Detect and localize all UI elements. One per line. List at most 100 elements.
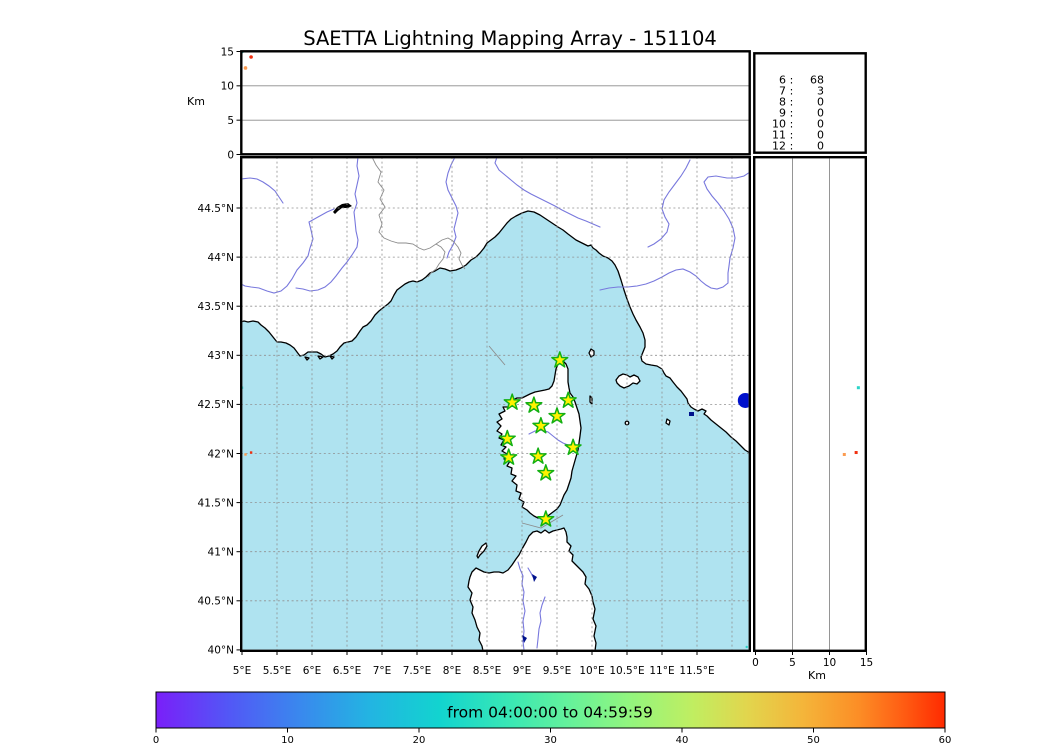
source-point bbox=[249, 451, 253, 454]
source-point bbox=[244, 453, 247, 456]
source-point bbox=[856, 386, 860, 390]
source-point bbox=[249, 55, 253, 59]
strait-line bbox=[521, 514, 564, 529]
page-title: SAETTA Lightning Mapping Array - 151104 bbox=[303, 27, 717, 50]
river bbox=[536, 596, 546, 649]
hyeres-island bbox=[304, 356, 310, 361]
altitude-axis-label: Km bbox=[187, 95, 205, 108]
elba-island bbox=[615, 373, 641, 389]
map-markers bbox=[242, 351, 749, 649]
river bbox=[599, 268, 729, 291]
longitude-tick-label: 11.5°E bbox=[679, 665, 714, 677]
latitude-tick-label: 41°N bbox=[208, 547, 234, 559]
longitude-tick-label: 9.5°E bbox=[543, 665, 572, 677]
hyeres-island bbox=[329, 355, 335, 360]
count-hour: 7 bbox=[779, 85, 786, 98]
colorbar-gradient bbox=[155, 691, 946, 729]
latitude-tick-label: 40°N bbox=[208, 645, 234, 657]
count-value: 0 bbox=[817, 140, 824, 153]
station-star-icon bbox=[564, 438, 582, 456]
altitude-axis-label: Km bbox=[808, 669, 826, 682]
count-hour: 8 bbox=[779, 96, 786, 109]
altitude-source-points bbox=[842, 386, 860, 456]
longitude-tick-label: 10°E bbox=[579, 665, 604, 677]
river bbox=[295, 158, 360, 292]
altitude-tick-label: 10 bbox=[823, 657, 836, 669]
latitude-tick-label: 41.5°N bbox=[198, 497, 234, 509]
asinara-island bbox=[476, 542, 488, 559]
colorbar-tick-label: 50 bbox=[807, 735, 820, 746]
longitude-tick-label: 7.5°E bbox=[403, 665, 432, 677]
altitude-panel-ticks: 15 10 5 0 bbox=[221, 46, 241, 161]
colorbar-tick-label: 0 bbox=[153, 735, 159, 746]
altitude-tick-label: 0 bbox=[752, 657, 759, 669]
river bbox=[703, 172, 749, 274]
river bbox=[494, 158, 601, 228]
giglio-island bbox=[665, 418, 671, 426]
count-hour: 12 bbox=[772, 140, 786, 153]
count-hour: 6 bbox=[779, 74, 786, 87]
longitude-tick-label: 5.5°E bbox=[263, 665, 292, 677]
latitude-tick-label: 42°N bbox=[208, 448, 234, 460]
longitude-tick-label: 8°E bbox=[443, 665, 462, 677]
count-separator: : bbox=[790, 96, 794, 109]
count-separator: : bbox=[790, 107, 794, 120]
station-star-icon bbox=[537, 464, 555, 481]
river bbox=[242, 177, 284, 204]
altitude-gridlines bbox=[792, 158, 830, 650]
source-point bbox=[745, 645, 748, 649]
river bbox=[527, 567, 534, 578]
altitude-panel-frame bbox=[240, 50, 751, 156]
map-axis-ticks: 5°E 5.5°E 6°E 6.5°E 7°E 7.5°E 8°E 8.5°E 9°E 9.5°E… bbox=[198, 203, 715, 677]
count-separator: : bbox=[790, 129, 794, 142]
blue-marker bbox=[737, 392, 749, 408]
altitude-tick-label: 5 bbox=[789, 657, 796, 669]
counts-rows: 6: 68 7: 3 8: 0 9: 0 10: 0 11: 0 12: 0 bbox=[772, 74, 824, 153]
station-star-icon bbox=[500, 448, 518, 465]
latitude-tick-label: 43°N bbox=[208, 350, 234, 362]
count-separator: : bbox=[790, 85, 794, 98]
longitude-tick-label: 5°E bbox=[233, 665, 252, 677]
colorbar-tick-label: 60 bbox=[939, 735, 952, 746]
station-star-icon bbox=[551, 351, 569, 368]
latitude-tick-label: 44°N bbox=[208, 252, 234, 264]
hyeres-island bbox=[317, 355, 324, 360]
longitude-tick-label: 9°E bbox=[513, 665, 532, 677]
altitude-tick-label: 0 bbox=[227, 149, 234, 161]
station-star-icon bbox=[548, 407, 566, 424]
map-gridlines bbox=[242, 158, 749, 650]
altitude-source-points bbox=[242, 52, 253, 70]
lake bbox=[532, 574, 537, 582]
longitude-tick-label: 11°E bbox=[649, 665, 674, 677]
colorbar-tick-label: 40 bbox=[676, 735, 689, 746]
latitude-tick-label: 44.5°N bbox=[198, 203, 234, 215]
station-star-icon bbox=[532, 416, 550, 434]
sea-line bbox=[488, 345, 506, 366]
mainland-coastline bbox=[242, 158, 749, 453]
altitude-tick-label: 15 bbox=[860, 657, 873, 669]
time-colorbar: from 04:00:00 to 04:59:59 0 10 20 30 40 50 60 bbox=[153, 691, 952, 746]
region-border-line bbox=[435, 237, 466, 270]
source-point bbox=[842, 452, 846, 456]
latitude-tick-label: 43.5°N bbox=[198, 301, 234, 313]
lagoon bbox=[689, 412, 694, 416]
count-value: 0 bbox=[817, 118, 824, 131]
count-hour: 9 bbox=[779, 107, 786, 120]
right-panel-ticks: 0 5 10 15 bbox=[752, 651, 873, 669]
map-frame bbox=[239, 155, 752, 653]
colorbar-tick-label: 10 bbox=[281, 735, 294, 746]
station-star-icon bbox=[529, 447, 547, 464]
count-separator: : bbox=[790, 118, 794, 131]
altitude-tick-label: 15 bbox=[221, 46, 234, 58]
longitude-tick-label: 6.5°E bbox=[333, 665, 362, 677]
longitude-tick-label: 7°E bbox=[373, 665, 392, 677]
source-point bbox=[854, 451, 858, 455]
count-separator: : bbox=[790, 74, 794, 87]
longitude-tick-label: 8.5°E bbox=[473, 665, 502, 677]
lake bbox=[333, 203, 352, 214]
latitude-tick-label: 42.5°N bbox=[198, 399, 234, 411]
longitude-tick-label: 6°E bbox=[303, 665, 322, 677]
station-star-icon bbox=[559, 391, 577, 408]
